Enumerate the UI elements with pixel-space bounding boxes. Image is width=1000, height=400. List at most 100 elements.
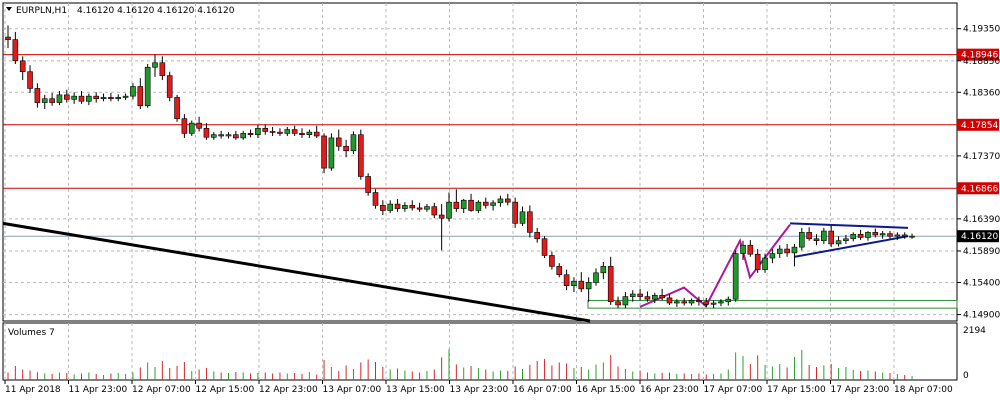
candle-body-bear [438,214,445,219]
candle-body-bear [108,97,114,100]
candle-body-bear [872,232,879,236]
candle [321,133,327,174]
candle [901,232,908,239]
volumes-label: Volumes 7 [8,328,55,338]
candle-body-bull [762,257,768,270]
candle-body-bear [313,131,320,137]
candle-body-bull [732,253,739,300]
candle-body-bear [527,211,533,233]
candle [512,197,518,228]
candle [497,195,504,207]
candle [5,25,11,48]
candle [181,114,188,138]
candle [578,272,585,293]
candle-body-bear [666,297,673,304]
candle [365,173,371,196]
candle-body-bear [549,255,555,267]
candle-body-bull [122,95,129,98]
candle-body-bull [798,232,805,248]
candle-body-bull [894,234,901,237]
candle-body-bear [291,129,298,134]
candle [306,129,313,138]
candle-body-bull [585,282,592,290]
x-tick-label: 13 Apr 07:00 [323,385,382,395]
candle-body-bull [843,238,849,241]
candle [674,299,680,307]
candle-body-bull [674,301,680,304]
candle [681,297,688,306]
candle-body-bear [233,134,239,139]
candle-body-bull [144,66,151,107]
candle [549,251,555,270]
candle-body-bull [328,137,335,169]
candle-body-bear [512,201,518,224]
candle [218,130,224,139]
candle-body-bear [19,60,26,73]
candle [894,232,901,241]
candle [357,129,364,180]
candle-body-bear [828,230,835,245]
candle [710,300,717,309]
level-price-label: 4.18946 [961,51,998,61]
candles-layer [5,25,915,309]
candle [64,89,70,103]
candle [284,126,291,136]
candle-body-bull [879,233,886,236]
candle-body-bear [277,131,283,134]
candle-body-bull [850,233,857,240]
x-tick-label: 13 Apr 15:00 [386,385,445,395]
candle-body-bear [159,62,166,76]
candle-body-bull [740,244,746,254]
candle-body-bear [504,198,511,203]
level-price-label: 4.16866 [961,184,998,194]
candle-body-bear [5,36,11,40]
symbol-dropdown-icon[interactable] [6,7,12,11]
candle-body-bull [600,266,607,274]
x-tick-label: 16 Apr 15:00 [577,385,636,395]
candle [350,131,357,154]
candle [490,200,496,211]
candle-body-bear [541,238,548,256]
candle [122,93,129,101]
x-tick-label: 17 Apr 07:00 [704,385,763,395]
x-tick-label: 16 Apr 23:00 [640,385,699,395]
candle [909,233,915,239]
candle [453,189,460,212]
candle-body-bear [27,71,33,89]
candle [850,232,857,242]
candle [56,91,63,106]
volume-bars-layer [7,349,913,380]
candle [86,93,92,106]
x-tick-label: 13 Apr 23:00 [450,385,509,395]
candle [431,202,438,219]
candle-body-bull [211,134,217,138]
y-tick-label: 4.16390 [963,215,1000,225]
candle-body-bull [593,272,599,283]
candle [34,83,41,108]
candle [637,288,643,301]
candle-body-bear [343,145,349,152]
candle [659,288,665,301]
candle [291,125,298,136]
candle [203,123,210,140]
candle-body-bear [754,253,761,270]
candle-body-bull [446,201,452,219]
candle-body-bear [166,75,173,98]
y-tick-label: 4.15400 [963,278,1000,288]
candle-body-bull [424,206,430,210]
candle-body-bear [181,118,188,134]
candle [328,133,335,171]
candle-body-bull [350,134,357,152]
candle [541,236,548,259]
candle [277,128,283,136]
candle-body-bull [835,240,842,245]
candle [115,94,122,102]
candle-body-bear [696,300,702,303]
candle [600,261,607,280]
candle-body-bear [394,203,401,209]
y-tick-label: 4.18360 [963,88,1000,98]
candle-body-bear [534,232,541,240]
candle-body-bear [34,88,41,103]
price-pane-frame [2,2,958,322]
